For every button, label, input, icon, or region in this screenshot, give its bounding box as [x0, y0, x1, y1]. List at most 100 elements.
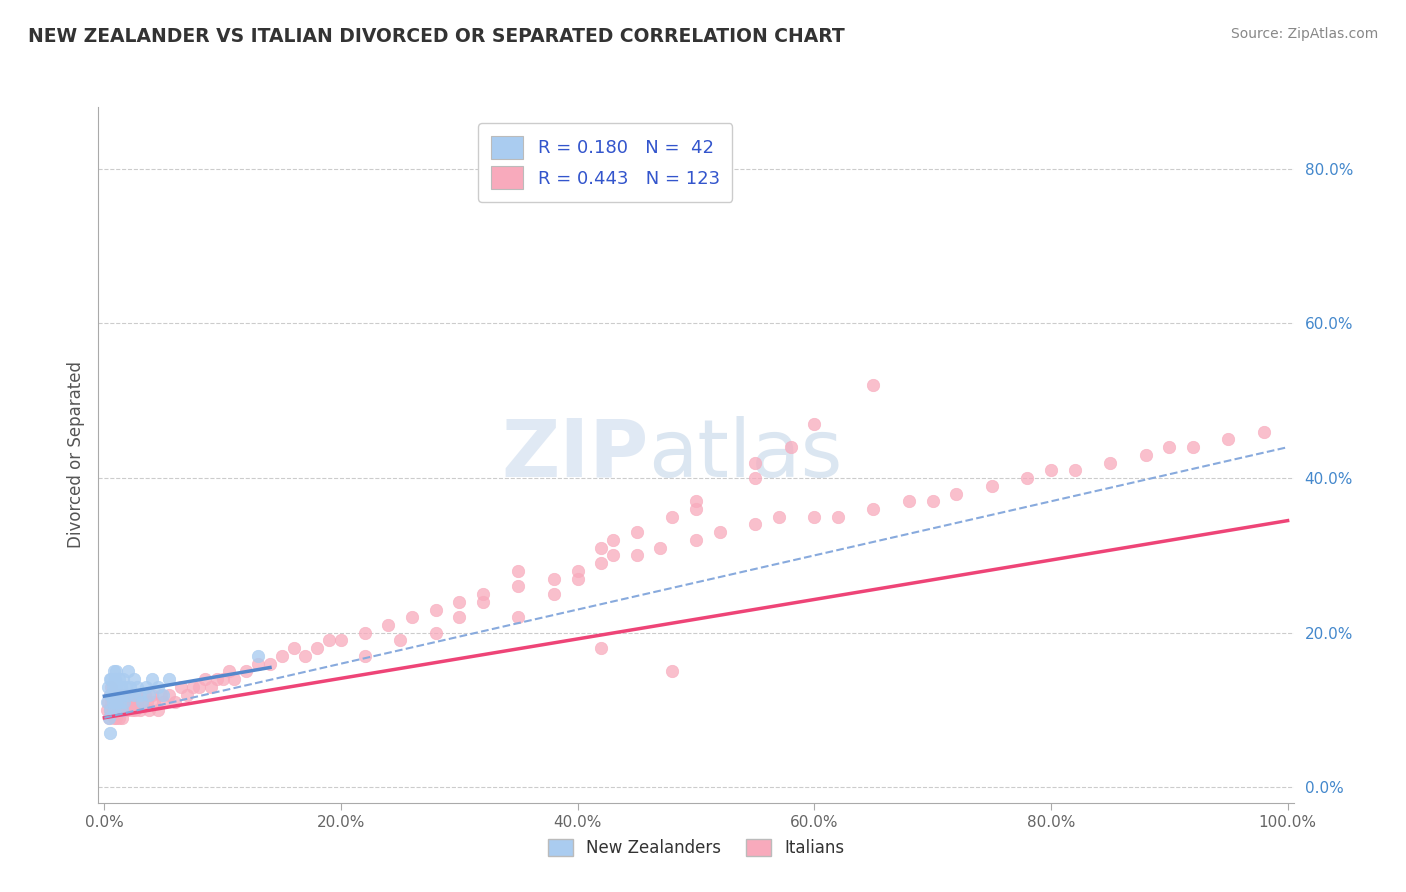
Point: [152, 695, 174, 709]
Point: [157, 688, 180, 702]
Point: [131, 695, 153, 709]
Point: [100, 695, 122, 709]
Point: [591, 556, 613, 570]
Point: [96, 695, 118, 709]
Point: [128, 688, 150, 702]
Point: [105, 688, 128, 702]
Point: [107, 711, 129, 725]
Point: [353, 648, 375, 663]
Point: [626, 549, 648, 563]
Point: [709, 525, 731, 540]
Point: [591, 641, 613, 656]
Point: [247, 657, 270, 671]
Point: [1159, 440, 1181, 454]
Point: [980, 479, 1002, 493]
Point: [1181, 440, 1204, 454]
Point: [1039, 463, 1062, 477]
Point: [283, 641, 305, 656]
Point: [685, 494, 707, 508]
Text: atlas: atlas: [648, 416, 842, 494]
Point: [124, 703, 146, 717]
Point: [117, 695, 139, 709]
Point: [98, 703, 121, 717]
Point: [107, 688, 129, 702]
Point: [307, 641, 329, 656]
Point: [105, 711, 128, 725]
Point: [897, 494, 920, 508]
Point: [117, 688, 139, 702]
Text: ZIP: ZIP: [501, 416, 648, 494]
Point: [120, 680, 142, 694]
Point: [294, 648, 316, 663]
Point: [377, 618, 399, 632]
Point: [103, 665, 125, 679]
Point: [744, 456, 766, 470]
Point: [318, 633, 340, 648]
Point: [330, 633, 353, 648]
Point: [104, 688, 127, 702]
Point: [270, 648, 292, 663]
Point: [135, 680, 157, 694]
Point: [111, 711, 134, 725]
Point: [108, 703, 131, 717]
Text: NEW ZEALANDER VS ITALIAN DIVORCED OR SEPARATED CORRELATION CHART: NEW ZEALANDER VS ITALIAN DIVORCED OR SEP…: [28, 27, 845, 45]
Point: [141, 688, 163, 702]
Point: [401, 610, 423, 624]
Point: [779, 440, 801, 454]
Point: [98, 672, 121, 686]
Point: [97, 680, 120, 694]
Point: [120, 695, 142, 709]
Point: [127, 680, 149, 694]
Point: [101, 703, 124, 717]
Point: [508, 564, 530, 578]
Point: [803, 509, 825, 524]
Point: [591, 541, 613, 555]
Point: [134, 688, 156, 702]
Point: [508, 610, 530, 624]
Point: [157, 672, 180, 686]
Point: [472, 595, 495, 609]
Point: [108, 695, 131, 709]
Point: [128, 703, 150, 717]
Point: [110, 680, 132, 694]
Point: [98, 688, 121, 702]
Point: [103, 703, 125, 717]
Point: [122, 695, 145, 709]
Point: [862, 502, 884, 516]
Point: [650, 541, 672, 555]
Point: [103, 695, 125, 709]
Point: [110, 695, 132, 709]
Point: [107, 695, 129, 709]
Point: [181, 680, 204, 694]
Point: [98, 703, 121, 717]
Point: [104, 672, 127, 686]
Point: [1063, 463, 1085, 477]
Point: [425, 602, 447, 616]
Point: [188, 680, 211, 694]
Point: [1253, 425, 1275, 439]
Point: [543, 572, 565, 586]
Point: [105, 695, 128, 709]
Point: [112, 703, 135, 717]
Point: [127, 695, 149, 709]
Point: [150, 688, 173, 702]
Point: [176, 688, 198, 702]
Point: [235, 665, 257, 679]
Point: [101, 688, 124, 702]
Point: [508, 579, 530, 593]
Point: [543, 587, 565, 601]
Point: [121, 688, 143, 702]
Point: [105, 703, 128, 717]
Point: [105, 695, 128, 709]
Point: [100, 672, 122, 686]
Point: [661, 509, 683, 524]
Point: [136, 695, 159, 709]
Point: [98, 711, 121, 725]
Point: [472, 587, 495, 601]
Point: [803, 417, 825, 431]
Point: [685, 533, 707, 547]
Point: [105, 665, 128, 679]
Point: [602, 533, 624, 547]
Point: [117, 665, 139, 679]
Point: [685, 502, 707, 516]
